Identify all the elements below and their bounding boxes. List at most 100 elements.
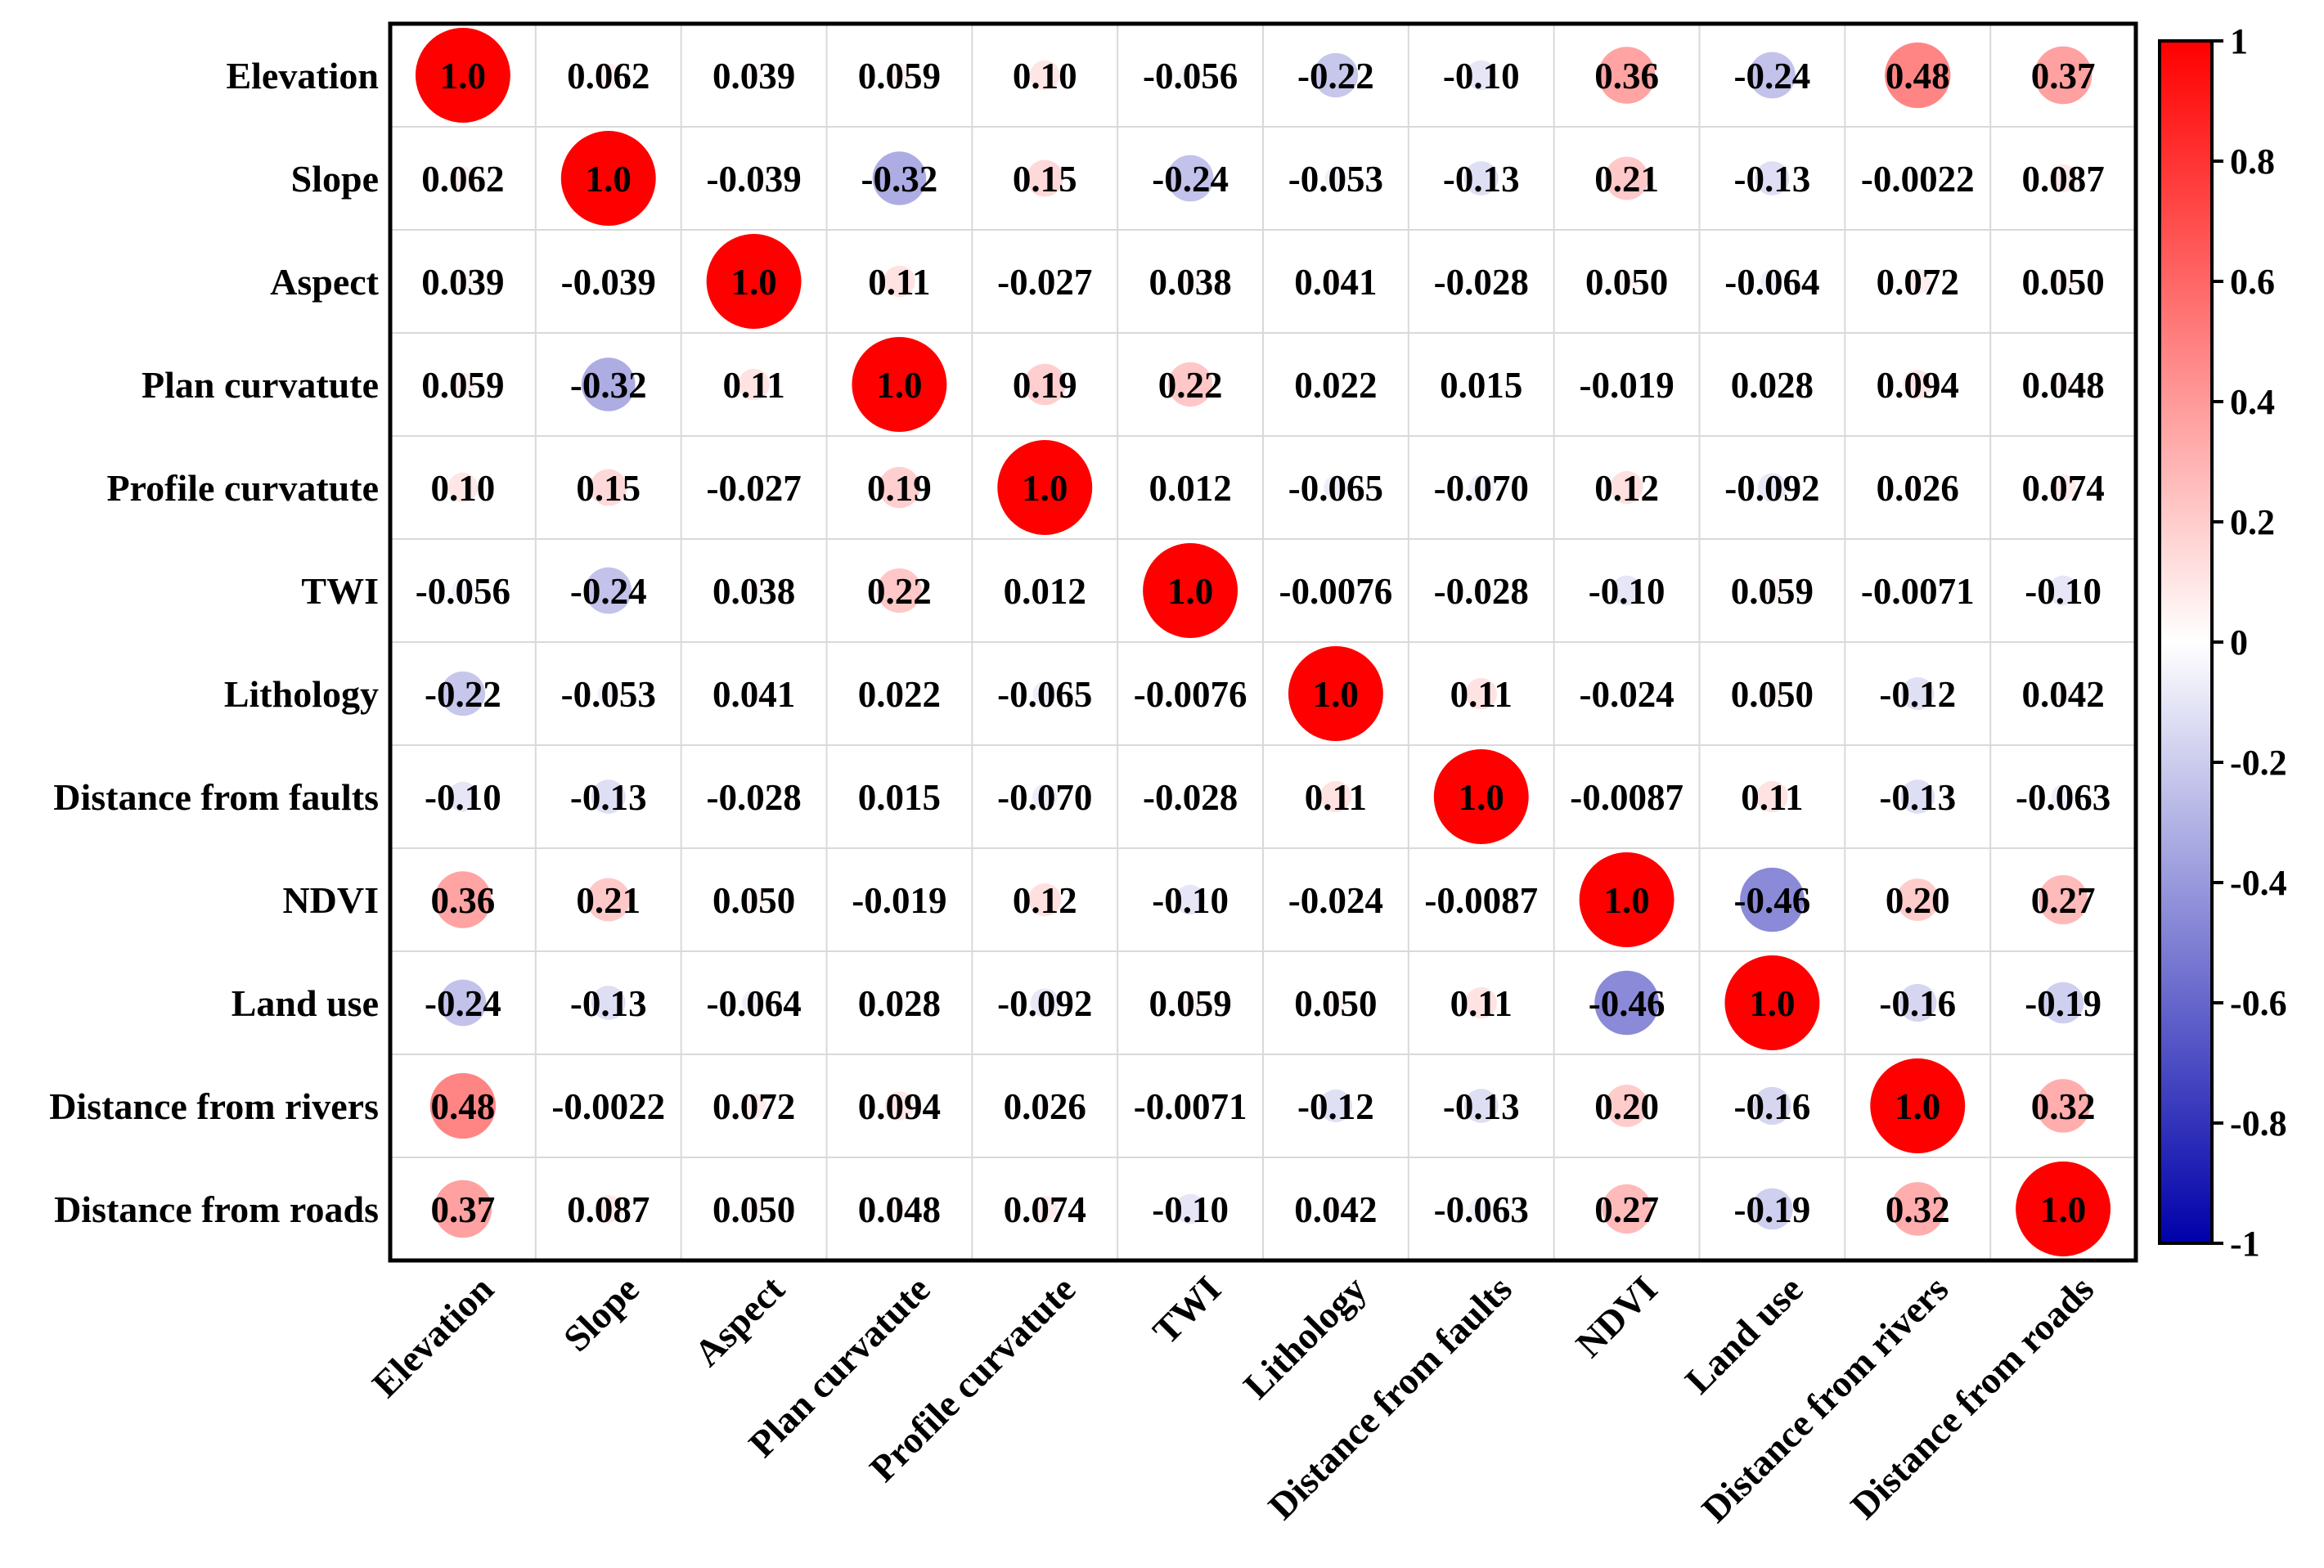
colorbar-tick-label: -0.8: [2230, 1103, 2287, 1143]
correlation-value: -0.10: [425, 777, 501, 818]
correlation-value: 0.10: [431, 468, 496, 509]
correlation-value: -0.13: [1443, 1086, 1520, 1127]
correlation-value: 0.072: [1877, 262, 1959, 303]
correlation-value: -0.13: [1443, 159, 1520, 200]
colorbar-tick-label: -0.2: [2230, 743, 2287, 783]
correlation-value: -0.10: [1443, 56, 1520, 97]
correlation-value: 0.087: [567, 1189, 650, 1230]
correlation-value: 0.094: [858, 1086, 941, 1127]
correlation-circle: [1039, 585, 1050, 596]
correlation-circle: [883, 265, 915, 298]
correlation-value: -0.039: [706, 159, 801, 200]
row-label: Elevation: [226, 55, 379, 97]
colorbar-tick-label: -0.4: [2230, 863, 2287, 903]
column-label: NDVI: [1567, 1268, 1665, 1365]
correlation-circle: [746, 479, 762, 496]
correlation-value: 0.11: [1450, 674, 1513, 715]
column-label: Lithology: [1235, 1268, 1374, 1407]
correlation-circle: [1915, 176, 1920, 181]
correlation-circle: [1904, 268, 1931, 294]
correlation-circle: [1901, 676, 1935, 711]
correlation-circle: [1612, 575, 1642, 606]
row-label: Aspect: [270, 261, 380, 303]
correlation-value: 0.072: [712, 1086, 795, 1127]
correlation-value: 1.0: [440, 56, 486, 97]
correlation-circle: [1594, 970, 1659, 1036]
correlation-value: 0.038: [712, 571, 795, 612]
correlation-value: 1.0: [1749, 983, 1795, 1024]
correlation-circle: [1885, 42, 1951, 109]
correlation-value: 0.36: [1594, 56, 1659, 97]
correlation-value: 0.059: [858, 56, 941, 97]
correlation-circle: [1324, 475, 1348, 500]
correlation-circle: [888, 1198, 910, 1220]
grid-lines: [390, 24, 2136, 1260]
correlation-circle: [1477, 895, 1486, 905]
correlation-circle: [1166, 155, 1214, 202]
correlation-circle: [1326, 1199, 1346, 1219]
correlation-circle: [1463, 1089, 1499, 1123]
correlation-value: -0.063: [1434, 1189, 1529, 1230]
correlation-circle: [429, 1072, 497, 1139]
correlation-value: -0.10: [2025, 571, 2101, 612]
correlation-value: 0.48: [1886, 56, 1950, 97]
correlation-value: -0.053: [1288, 159, 1383, 200]
correlation-circle: [1469, 1197, 1494, 1221]
correlation-value: -0.12: [1879, 674, 1956, 715]
colorbar-tick-label: 0.6: [2230, 262, 2275, 302]
row-label: NDVI: [282, 879, 379, 921]
correlation-value: 0.37: [431, 1189, 496, 1230]
correlation-value: -0.0071: [1134, 1086, 1247, 1127]
correlation-value: -0.32: [570, 365, 647, 406]
correlation-value: -0.10: [1152, 1189, 1229, 1230]
correlation-value: -0.16: [1879, 983, 1956, 1024]
correlation-value: 0.11: [722, 365, 784, 406]
correlation-value: 0.059: [421, 365, 504, 406]
correlation-value: -0.056: [416, 571, 510, 612]
correlation-value: -0.46: [1589, 983, 1665, 1024]
correlation-circle: [2050, 474, 2076, 501]
correlation-value: 0.050: [1731, 674, 1814, 715]
correlation-circle: [743, 1198, 765, 1220]
correlation-value: -0.0087: [1424, 880, 1538, 921]
colorbar-tick-label: 0.8: [2230, 142, 2275, 182]
column-label: Distance from roads: [1842, 1268, 2101, 1527]
correlation-value: -0.064: [1724, 262, 1819, 303]
column-label: Aspect: [686, 1268, 793, 1374]
correlation-value: 0.050: [2021, 262, 2104, 303]
correlation-value: 0.11: [1450, 983, 1513, 1024]
correlation-circle: [591, 986, 626, 1020]
correlation-value: 0.012: [1004, 571, 1086, 612]
correlation-value: -0.063: [2016, 777, 2110, 818]
correlation-value: 0.22: [867, 571, 932, 612]
correlation-circle: [893, 790, 906, 803]
correlation-value: 0.048: [858, 1189, 941, 1230]
correlation-circle: [1184, 482, 1196, 493]
correlation-circle: [1909, 479, 1926, 496]
correlation-circle: [1186, 1102, 1194, 1110]
correlation-value: 0.15: [1013, 159, 1077, 200]
correlation-circle: [1465, 677, 1497, 710]
correlation-circle: [587, 878, 631, 922]
correlation-circle: [1175, 884, 1206, 915]
colorbar: 1 0.8 0.6 0.4 0.2 0 -0.2 -0.4 -0.6 -0.8 -1: [2158, 21, 2287, 1264]
correlation-circle: [2034, 46, 2092, 105]
correlation-circle: [581, 357, 636, 411]
correlation-circle: [1473, 582, 1490, 599]
correlation-circle: [743, 889, 765, 910]
correlation-value: -0.0076: [1279, 571, 1393, 612]
correlation-value: 0.059: [1149, 983, 1231, 1024]
correlation-circle: [1610, 470, 1643, 505]
row-label: Lithology: [224, 673, 379, 715]
correlation-value: -0.24: [425, 983, 501, 1024]
correlation-value: 0.087: [2021, 159, 2104, 200]
correlation-circle: [1466, 60, 1497, 91]
correlation-value: 0.37: [2031, 56, 2096, 97]
correlation-circle: [892, 893, 906, 906]
correlation-value: 0.11: [868, 262, 930, 303]
correlation-circle: [744, 684, 764, 703]
correlation-circle: [1619, 686, 1634, 701]
correlation-circle: [447, 472, 479, 503]
correlation-circle: [451, 166, 475, 191]
correlation-value: 1.0: [2040, 1189, 2086, 1230]
